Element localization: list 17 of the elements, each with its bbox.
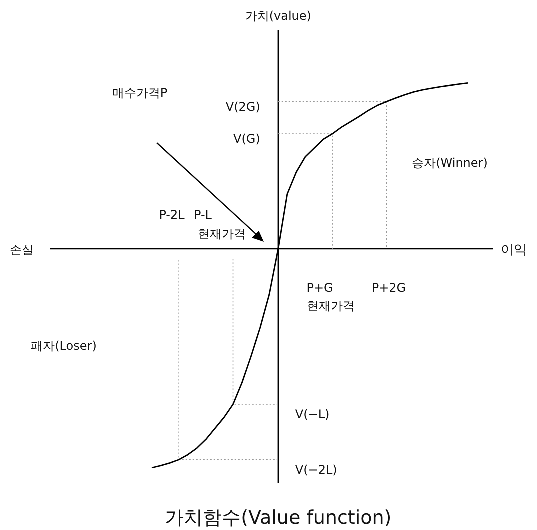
annotation: P-L <box>194 208 212 222</box>
text: 가치(value) <box>245 9 312 23</box>
ref-line-label: V(−2L) <box>295 462 338 477</box>
annotation: 현재가격 <box>307 299 355 313</box>
annotation: 매수가격P <box>112 86 168 100</box>
annotation: P+2G <box>372 281 406 295</box>
text: 패자(Loser) <box>31 339 97 353</box>
annotation: 현재가격 <box>198 227 246 241</box>
annotation: 승자(Winner) <box>412 156 488 170</box>
text: 가치함수(Value function) <box>165 507 392 529</box>
annotation: P-2L <box>159 208 186 222</box>
x-axis-title: 이익 <box>501 243 527 258</box>
text: 손실 <box>10 243 34 257</box>
ref-line-label: V(G) <box>234 132 260 146</box>
annotation: P+G <box>306 281 334 295</box>
ref-line-label: V(−L) <box>295 407 330 422</box>
ref-line-label: V(2G) <box>226 100 260 114</box>
